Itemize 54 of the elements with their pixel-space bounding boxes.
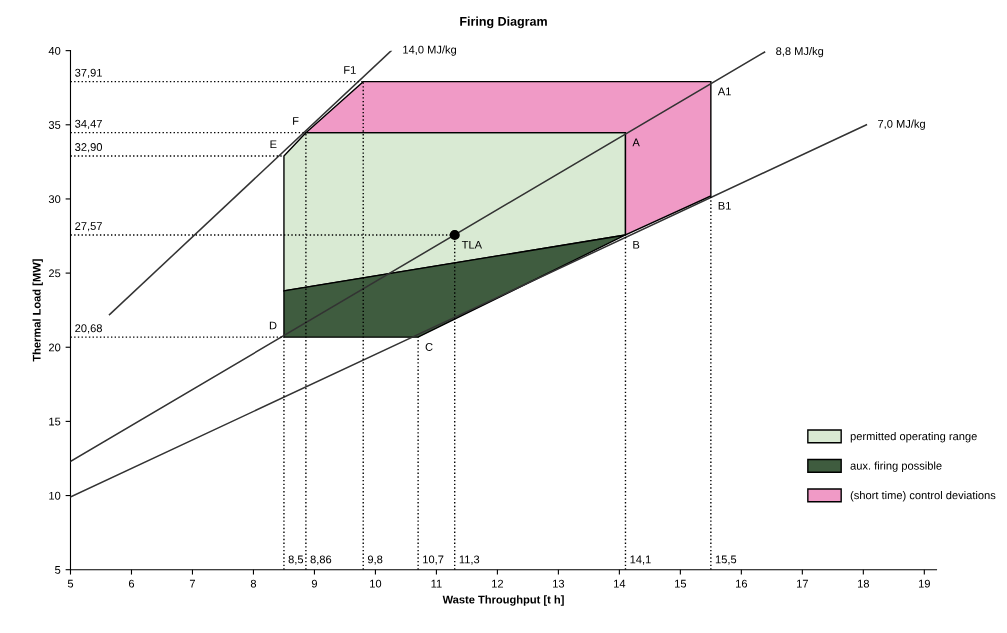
annotation: F (293, 117, 299, 125)
series-label: 7,0 MJ/kg (878, 119, 925, 130)
annotation: 15,5 (715, 555, 737, 565)
x-tick-label: 6 (128, 579, 135, 588)
series-label: 14,0 MJ/kg (403, 45, 457, 56)
y-tick-label: 15 (49, 417, 61, 426)
legend-label: (short time) control deviations (850, 491, 996, 502)
x-tick-label: 15 (675, 579, 687, 588)
y-tick-label: 25 (48, 269, 61, 278)
annotation: A (632, 138, 640, 147)
annotation: C (425, 343, 433, 351)
x-tick-label: 14 (614, 579, 626, 588)
annotation: 14,1 (630, 555, 651, 565)
x-tick-label: 8 (250, 579, 257, 588)
x-tick-label: 13 (553, 579, 565, 588)
x-tick-label: 12 (492, 579, 504, 588)
x-axis-title: Waste Throughput [t h] (442, 595, 564, 606)
annotation: A1 (717, 87, 731, 96)
y-tick-label: 10 (49, 491, 61, 500)
x-tick-label: 9 (311, 579, 317, 588)
y-tick-label: 30 (48, 195, 61, 204)
annotation: 37,91 (75, 68, 102, 78)
x-tick-label: 11 (431, 579, 442, 588)
annotation: 11,3 (459, 555, 480, 565)
series-label: 8,8 MJ/kg (776, 46, 824, 58)
y-tick-label: 35 (48, 121, 61, 129)
chart-title: Firing Diagram (460, 16, 547, 29)
legend-label: permitted operating range (850, 432, 977, 443)
x-tick-label: 18 (857, 579, 870, 588)
y-axis-title: Thermal Load [MW] (32, 259, 43, 362)
x-tick-label: 10 (370, 579, 382, 588)
annotation: 32,90 (75, 143, 103, 153)
annotation: 10,7 (423, 555, 444, 565)
annotation: E (270, 140, 277, 149)
annotation: B (633, 240, 640, 249)
annotation: D (269, 321, 277, 330)
x-tick-label: 16 (736, 579, 748, 588)
annotation: 9,8 (367, 555, 383, 565)
x-tick-label: 19 (918, 579, 930, 588)
annotation: 20,68 (75, 324, 102, 334)
annotation: 8,86 (310, 555, 332, 565)
x-tick-label: 7 (189, 579, 195, 588)
y-tick-label: 5 (55, 566, 61, 574)
annotation: F1 (344, 66, 356, 74)
annotation: 27,57 (75, 222, 102, 232)
annotation: 8,5 (288, 555, 304, 565)
annotation: 34,47 (75, 119, 102, 129)
y-tick-label: 20 (48, 343, 61, 352)
x-tick-label: 5 (67, 579, 74, 588)
x-tick-label: 17 (797, 579, 808, 588)
y-tick-label: 40 (48, 46, 61, 55)
annotation: TLA (461, 240, 483, 249)
annotation: B1 (718, 201, 731, 210)
legend-label: aux. firing possible (850, 461, 942, 472)
